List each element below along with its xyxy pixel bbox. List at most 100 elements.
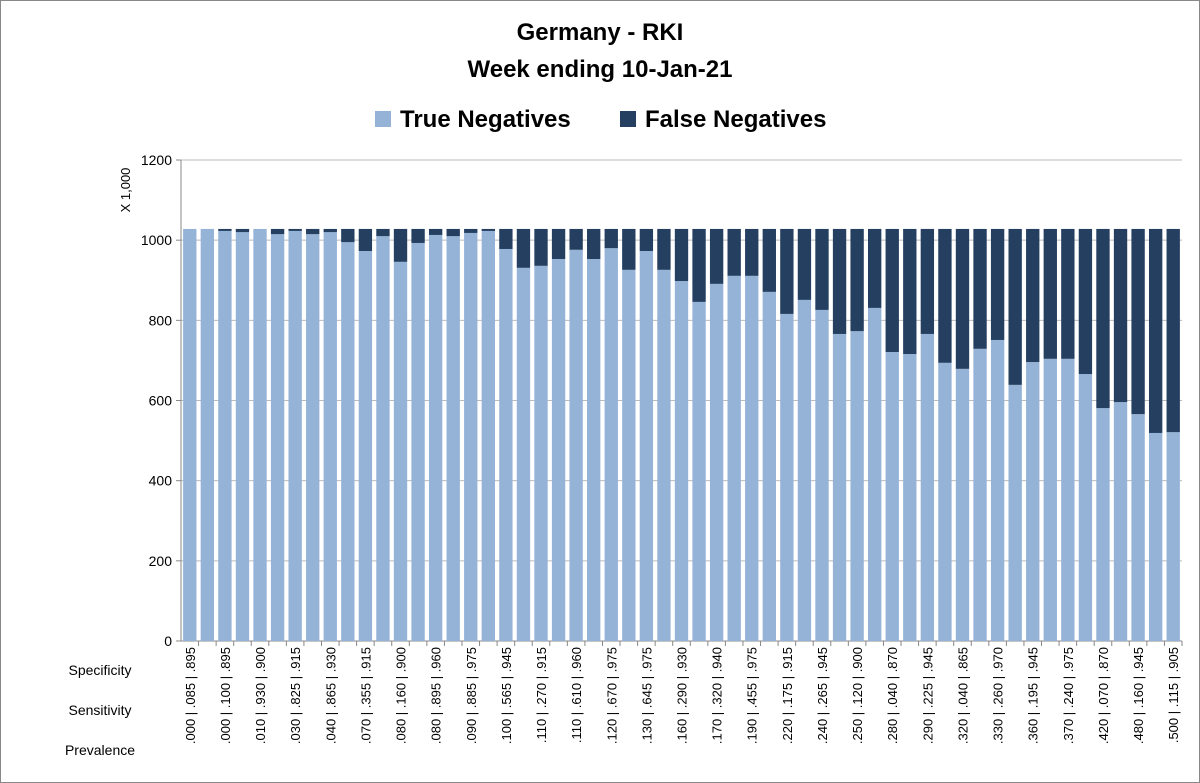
bar-segment xyxy=(797,299,812,641)
bar-segment xyxy=(446,236,460,642)
bar-segment xyxy=(1026,362,1040,641)
bar-segment xyxy=(920,333,935,641)
bar-segment xyxy=(393,228,408,262)
bar-segment xyxy=(341,242,355,641)
bar-segment xyxy=(376,228,390,237)
bar-segment xyxy=(780,313,794,641)
bar-segment xyxy=(1166,228,1180,433)
bar-segment xyxy=(692,228,706,302)
bar-segment xyxy=(1113,402,1128,641)
bar-segment xyxy=(639,250,654,641)
bar-segment xyxy=(657,228,671,270)
x-tick-label: .250 | .120 | .900 xyxy=(850,647,865,744)
x-tick-label: .000 | .085 | .895 xyxy=(183,647,198,744)
y-tick-label: 400 xyxy=(149,473,173,489)
bar-segment xyxy=(955,228,970,369)
x-tick-label: .170 | .320 | .940 xyxy=(710,647,725,744)
x-tick-label: .120 | .670 | .975 xyxy=(604,647,619,744)
bar-segment xyxy=(411,228,425,243)
bar-segment xyxy=(727,275,741,641)
bar-segment xyxy=(323,232,337,641)
x-tick-label: .480 | .160 | .945 xyxy=(1131,647,1146,744)
bar-segment xyxy=(762,291,776,641)
chart-title: Germany - RKI xyxy=(517,19,684,46)
y-tick-label: 200 xyxy=(149,553,173,569)
bar-segment xyxy=(569,228,583,250)
bar-segment xyxy=(955,368,970,641)
x-tick-label: .320 | .040 | .865 xyxy=(955,647,970,744)
x-tick-label: .370 | .240 | .975 xyxy=(1061,647,1076,744)
bar-segment xyxy=(990,228,1005,340)
bar-segment xyxy=(306,234,320,641)
bar-segment xyxy=(1008,228,1022,385)
bar-segment xyxy=(938,362,952,641)
bar-segment xyxy=(428,234,443,642)
bar-segment xyxy=(815,228,829,310)
bar-segment xyxy=(727,228,741,276)
bar-segment xyxy=(745,275,759,641)
bar-segment xyxy=(1131,228,1145,415)
x-tick-label: .010 | .930 | .900 xyxy=(253,647,268,744)
bar-segment xyxy=(1166,432,1180,641)
bar-segment xyxy=(551,259,566,641)
bar-segment xyxy=(1008,384,1022,641)
x-tick-label: .110 | .270 | .915 xyxy=(534,647,549,743)
x-tick-label: .090 | .885 | .975 xyxy=(464,647,479,744)
bar-segment xyxy=(1061,228,1075,359)
bar-segment xyxy=(973,228,987,349)
x-tick-label: .360 | .195 | .945 xyxy=(1026,647,1041,744)
bar-segment xyxy=(235,228,250,233)
bar-segment xyxy=(341,228,355,243)
x-tick-label: .290 | .225 | .945 xyxy=(920,647,935,744)
bar-segment xyxy=(639,228,654,251)
bar-segment xyxy=(1148,228,1163,433)
legend-label: True Negatives xyxy=(400,106,571,133)
x-tick-label: .500 | .115 | .905 xyxy=(1166,647,1181,743)
legend-swatch xyxy=(620,111,636,127)
bar-segment xyxy=(428,228,443,235)
bar-segment xyxy=(1131,414,1145,641)
bar-segment xyxy=(358,250,373,641)
bar-segment xyxy=(218,230,232,641)
bar-segment xyxy=(990,339,1005,641)
bar-segment xyxy=(832,228,847,334)
bar-segment xyxy=(674,281,689,641)
bar-segment xyxy=(604,248,618,641)
bar-segment xyxy=(270,234,285,641)
bar-segment xyxy=(674,228,689,282)
bar-segment xyxy=(1043,358,1057,641)
bar-segment xyxy=(464,228,478,233)
bar-segment xyxy=(1148,432,1163,641)
bar-segment xyxy=(622,269,636,641)
y-tick-label: 1000 xyxy=(141,232,172,248)
bar-segment xyxy=(288,228,302,231)
bar-segment xyxy=(411,242,425,641)
x-tick-label: .160 | .290 | .930 xyxy=(675,647,690,744)
bar-segment xyxy=(938,228,952,363)
bar-segment xyxy=(183,228,197,641)
bar-segment xyxy=(797,228,812,300)
bar-segment xyxy=(200,228,215,641)
bar-segment xyxy=(850,331,864,641)
bar-segment xyxy=(587,228,601,260)
bar-segment xyxy=(885,228,899,352)
bar-segment xyxy=(253,228,267,641)
bar-segment xyxy=(464,232,478,641)
y-tick-label: 0 xyxy=(164,633,172,649)
bar-segment xyxy=(709,283,724,641)
bar-segment xyxy=(709,228,724,284)
x-tick-label: .000 | .100 | .895 xyxy=(218,647,233,744)
bar-segment xyxy=(516,228,531,268)
legend-swatch xyxy=(375,111,391,127)
y-tick-label: 1200 xyxy=(141,152,172,168)
bar-segment xyxy=(1026,228,1040,363)
bar-segment xyxy=(218,228,232,231)
bar-segment xyxy=(481,230,495,641)
bar-segment xyxy=(1078,228,1093,375)
bar-segment xyxy=(868,228,882,308)
x-tick-label: .040 | .865 | .930 xyxy=(323,647,338,744)
bar-segment xyxy=(780,228,794,314)
bar-segment xyxy=(534,265,548,641)
x-tick-label: .240 | .265 | .945 xyxy=(815,647,830,744)
